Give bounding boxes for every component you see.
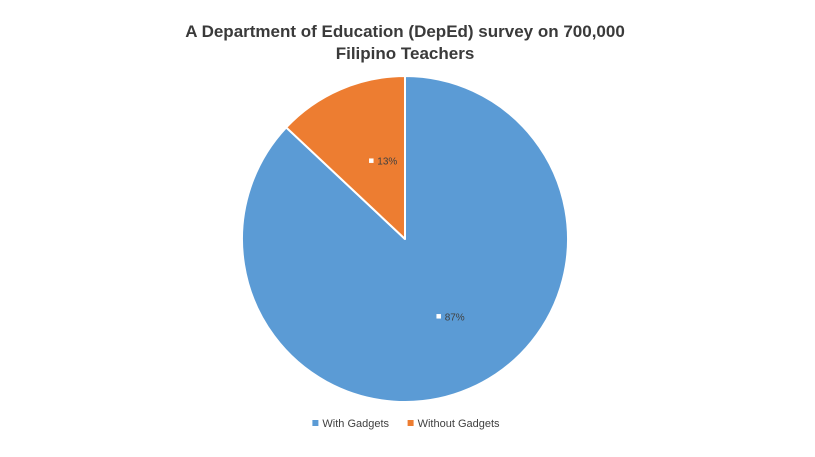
legend-label-with-gadgets: With Gadgets: [322, 418, 389, 430]
chart-title: A Department of Education (DepEd) survey…: [185, 22, 625, 63]
data-label-without-gadgets: 13%: [367, 156, 397, 168]
data-label-key-without-gadgets: [367, 156, 376, 165]
pie-slices: [241, 75, 569, 403]
legend-label-without-gadgets: Without Gadgets: [418, 418, 500, 430]
data-label-with-gadgets: 87%: [434, 312, 465, 323]
chart-title-line-1: A Department of Education (DepEd) survey…: [185, 22, 625, 41]
data-label-text-without-gadgets: 13%: [377, 157, 397, 168]
chart-title-line-2: Filipino Teachers: [336, 44, 475, 63]
data-label-text-with-gadgets: 87%: [445, 312, 465, 323]
legend-item-with-gadgets: With Gadgets: [312, 418, 390, 430]
pie-slice-without-gadgets: [285, 75, 406, 240]
data-label-key-with-gadgets: [434, 312, 443, 321]
pie-data-labels: 87% 13%: [367, 156, 465, 323]
chart-legend: With Gadgets Without Gadgets: [312, 418, 500, 430]
legend-swatch-with-gadgets: [312, 420, 319, 426]
legend-item-without-gadgets: Without Gadgets: [407, 418, 500, 430]
legend-swatch-without-gadgets: [407, 420, 414, 426]
